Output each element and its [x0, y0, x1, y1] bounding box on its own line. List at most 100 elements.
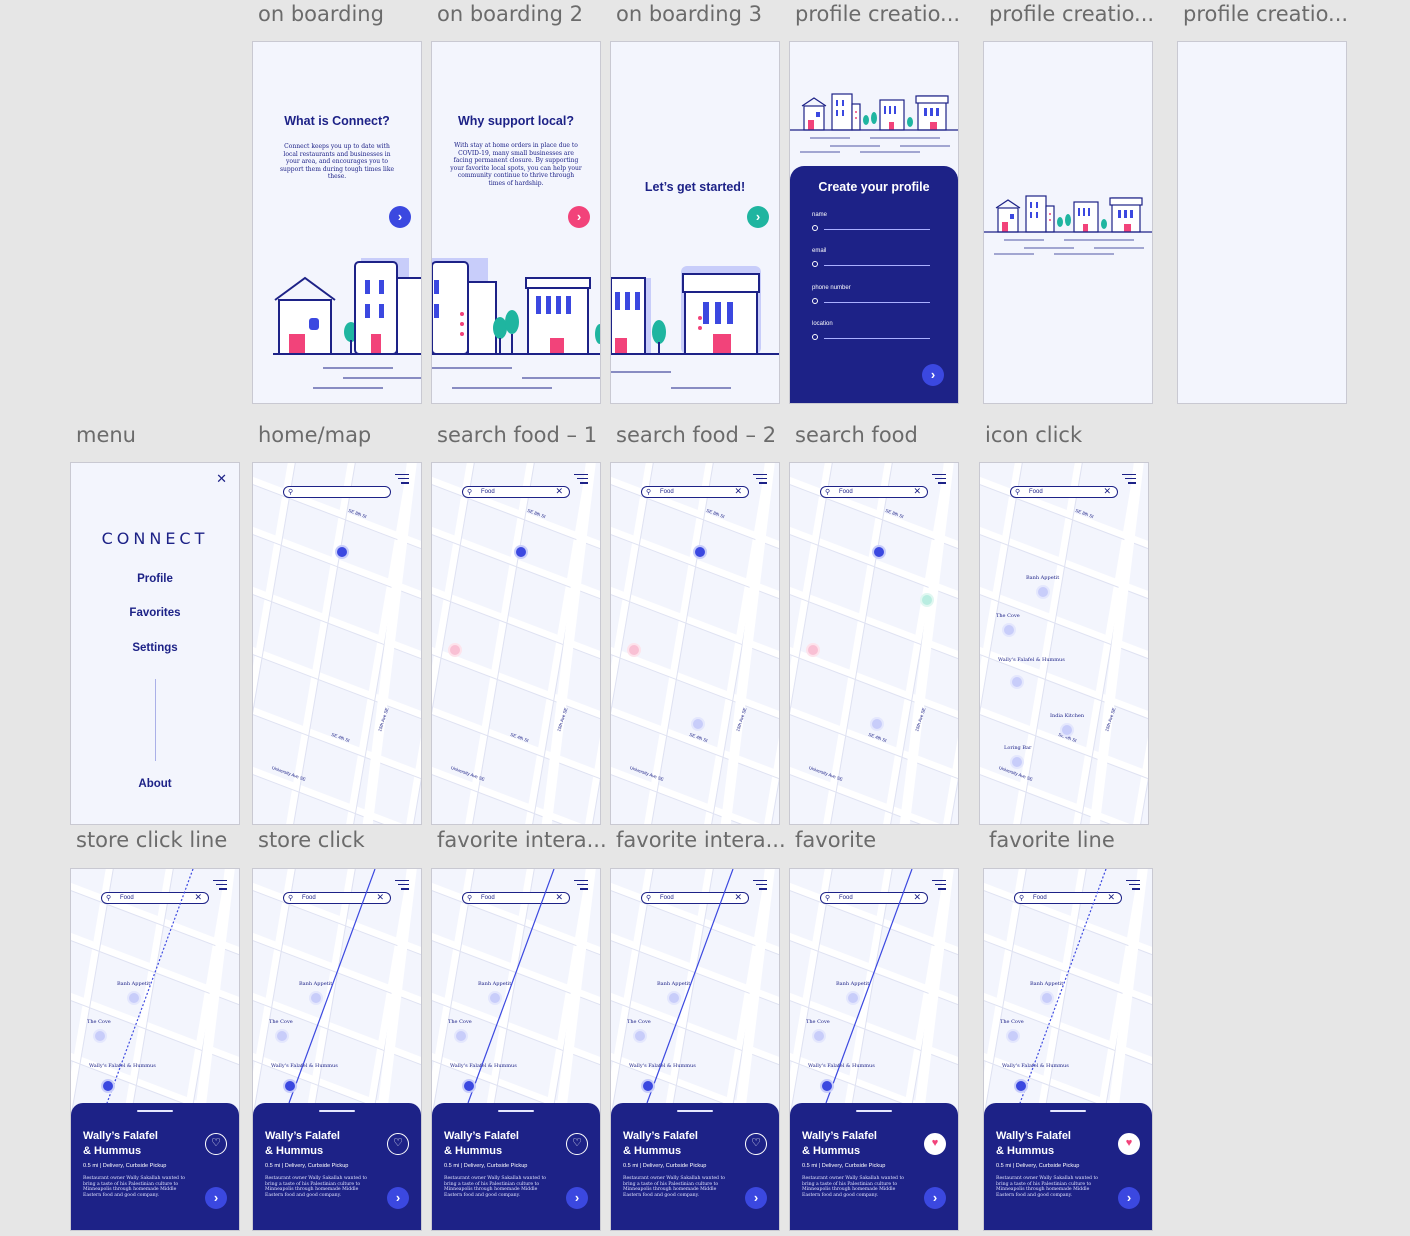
- next-button[interactable]: ›: [389, 206, 411, 228]
- store-pin[interactable]: [335, 545, 349, 559]
- store-pin[interactable]: [127, 991, 141, 1005]
- next-button[interactable]: ›: [568, 206, 590, 228]
- favorite-heart-icon[interactable]: ♡: [566, 1133, 588, 1155]
- frame-label-profile-1: profile creatio...: [795, 2, 961, 26]
- store-details-button[interactable]: ›: [1118, 1187, 1140, 1209]
- store-pin[interactable]: [870, 717, 884, 731]
- favorite-heart-icon[interactable]: ♡: [205, 1133, 227, 1155]
- drag-handle[interactable]: [677, 1110, 713, 1112]
- store-pin[interactable]: [812, 1029, 826, 1043]
- store-details-button[interactable]: ›: [924, 1187, 946, 1209]
- store-pin[interactable]: [93, 1029, 107, 1043]
- menu-item-settings[interactable]: Settings: [132, 642, 178, 654]
- search-input[interactable]: ⚲ Food ✕: [820, 486, 928, 498]
- clear-icon[interactable]: ✕: [555, 486, 563, 496]
- name-field[interactable]: name: [812, 212, 930, 231]
- clear-icon[interactable]: ✕: [734, 892, 742, 902]
- store-pin[interactable]: [1002, 623, 1016, 637]
- store-pin[interactable]: [1040, 991, 1054, 1005]
- store-details-button[interactable]: ›: [745, 1187, 767, 1209]
- store-pin[interactable]: [1036, 585, 1050, 599]
- clear-icon[interactable]: ✕: [913, 892, 921, 902]
- search-input[interactable]: ⚲ Food ✕: [462, 892, 570, 904]
- store-pin[interactable]: [1010, 675, 1024, 689]
- menu-item-profile[interactable]: Profile: [137, 573, 173, 585]
- hamburger-menu-icon[interactable]: [753, 474, 767, 487]
- clear-icon[interactable]: ✕: [913, 486, 921, 496]
- selected-store-pin[interactable]: [1014, 1079, 1028, 1093]
- drag-handle[interactable]: [856, 1110, 892, 1112]
- favorite-heart-icon[interactable]: ♡: [745, 1133, 767, 1155]
- search-input[interactable]: ⚲: [283, 486, 391, 498]
- store-pin[interactable]: [627, 643, 641, 657]
- search-input[interactable]: ⚲ Food ✕: [1010, 486, 1118, 498]
- search-input[interactable]: ⚲ Food ✕: [101, 892, 209, 904]
- next-button[interactable]: ›: [747, 206, 769, 228]
- favorite-line-screen: ⚲ Food ✕ Banh Appetit The Cove Wally's Fala…: [983, 868, 1153, 1231]
- hamburger-menu-icon[interactable]: [932, 474, 946, 487]
- search-input[interactable]: ⚲ Food ✕: [641, 486, 749, 498]
- store-pin[interactable]: [309, 991, 323, 1005]
- store-pin[interactable]: [920, 593, 934, 607]
- menu-item-about[interactable]: About: [138, 778, 172, 790]
- search-input[interactable]: ⚲ Food ✕: [283, 892, 391, 904]
- store-pin[interactable]: [806, 643, 820, 657]
- store-pin[interactable]: [693, 545, 707, 559]
- email-field[interactable]: email: [812, 248, 930, 267]
- store-pin[interactable]: [846, 991, 860, 1005]
- search-input[interactable]: ⚲ Food ✕: [462, 486, 570, 498]
- drag-handle[interactable]: [319, 1110, 355, 1112]
- hamburger-menu-icon[interactable]: [1126, 880, 1140, 893]
- store-pin[interactable]: [1060, 723, 1074, 737]
- store-meta: 0.5 mi | Delivery, Curbside Pickup: [996, 1163, 1080, 1169]
- search-input[interactable]: ⚲ Food ✕: [641, 892, 749, 904]
- store-pin[interactable]: [488, 991, 502, 1005]
- store-pin[interactable]: [1006, 1029, 1020, 1043]
- store-details-button[interactable]: ›: [566, 1187, 588, 1209]
- close-icon[interactable]: ✕: [216, 471, 227, 486]
- store-pin[interactable]: [691, 717, 705, 731]
- selected-store-pin[interactable]: [283, 1079, 297, 1093]
- store-details-button[interactable]: ›: [387, 1187, 409, 1209]
- selected-store-pin[interactable]: [101, 1079, 115, 1093]
- frame-label-store-click-line: store click line: [76, 828, 228, 852]
- hamburger-menu-icon[interactable]: [932, 880, 946, 893]
- hamburger-menu-icon[interactable]: [1122, 474, 1136, 487]
- store-pin[interactable]: [454, 1029, 468, 1043]
- phone-field[interactable]: phone number: [812, 285, 930, 304]
- clear-icon[interactable]: ✕: [555, 892, 563, 902]
- hamburger-menu-icon[interactable]: [395, 880, 409, 893]
- search-input[interactable]: ⚲ Food ✕: [820, 892, 928, 904]
- location-field[interactable]: location: [812, 321, 930, 340]
- hamburger-menu-icon[interactable]: [395, 474, 409, 487]
- clear-icon[interactable]: ✕: [734, 486, 742, 496]
- hamburger-menu-icon[interactable]: [753, 880, 767, 893]
- selected-store-pin[interactable]: [462, 1079, 476, 1093]
- drag-handle[interactable]: [498, 1110, 534, 1112]
- store-pin[interactable]: [514, 545, 528, 559]
- clear-icon[interactable]: ✕: [194, 892, 202, 902]
- selected-store-pin[interactable]: [820, 1079, 834, 1093]
- hamburger-menu-icon[interactable]: [574, 880, 588, 893]
- menu-item-favorites[interactable]: Favorites: [129, 607, 181, 619]
- store-details-button[interactable]: ›: [205, 1187, 227, 1209]
- selected-store-pin[interactable]: [641, 1079, 655, 1093]
- next-button[interactable]: ›: [922, 364, 944, 386]
- clear-icon[interactable]: ✕: [1107, 892, 1115, 902]
- drag-handle[interactable]: [137, 1110, 173, 1112]
- store-pin[interactable]: [872, 545, 886, 559]
- store-pin[interactable]: [275, 1029, 289, 1043]
- favorite-heart-icon[interactable]: ♡: [387, 1133, 409, 1155]
- store-pin[interactable]: [633, 1029, 647, 1043]
- clear-icon[interactable]: ✕: [1103, 486, 1111, 496]
- store-pin[interactable]: [1010, 755, 1024, 769]
- clear-icon[interactable]: ✕: [376, 892, 384, 902]
- hamburger-menu-icon[interactable]: [574, 474, 588, 487]
- favorite-heart-icon[interactable]: ♥: [924, 1133, 946, 1155]
- drag-handle[interactable]: [1050, 1110, 1086, 1112]
- hamburger-menu-icon[interactable]: [213, 880, 227, 893]
- search-input[interactable]: ⚲ Food ✕: [1014, 892, 1122, 904]
- store-pin[interactable]: [448, 643, 462, 657]
- favorite-heart-icon[interactable]: ♥: [1118, 1133, 1140, 1155]
- store-pin[interactable]: [667, 991, 681, 1005]
